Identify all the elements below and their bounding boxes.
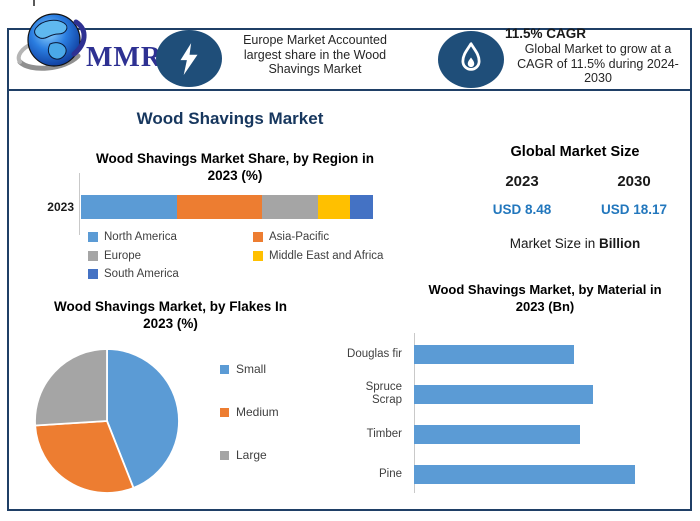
material-bar-track	[414, 344, 690, 364]
pie-legend-item-small: Small	[220, 362, 266, 376]
material-bar-chart: Douglas fir Spruce Scrap Timber Pine	[340, 334, 692, 494]
material-row: Douglas fir	[340, 334, 692, 374]
legend-marker	[88, 269, 98, 279]
mmr-logo: MMR	[12, 10, 162, 74]
globe-logo-icon	[16, 13, 87, 71]
banner-text: Europe Market Accounted largest share in…	[224, 33, 406, 77]
region-bar-segment	[349, 195, 373, 219]
region-bar-segment	[177, 195, 263, 219]
page-title: Wood Shavings Market	[136, 109, 324, 128]
legend-marker	[220, 364, 229, 374]
material-bar	[414, 384, 594, 404]
legend-marker	[88, 232, 98, 242]
crop-tick-mark	[33, 0, 35, 6]
material-category-label: Pine	[378, 467, 402, 480]
material-row: Spruce Scrap	[340, 374, 692, 414]
legend-item-north-america: North America	[88, 231, 177, 243]
material-chart-title: Wood Shavings Market, by Material in 202…	[428, 282, 662, 314]
banner-line: Shavings Market	[268, 62, 362, 76]
header-divider-line	[8, 89, 691, 91]
market-size-note: Market Size in Billion	[509, 236, 641, 251]
material-chart-axis	[414, 333, 415, 493]
market-size-unit: Billion	[599, 236, 641, 251]
legend-label: Middle East and Africa	[269, 250, 384, 262]
legend-label: Asia-Pacific	[269, 231, 330, 243]
flame-icon	[438, 31, 504, 88]
legend-label: Large	[236, 448, 267, 462]
legend-label: South America	[104, 268, 179, 280]
material-bar-track	[414, 464, 690, 484]
lightning-icon	[156, 30, 222, 87]
region-chart-title: Wood Shavings Market Share, by Region in…	[95, 151, 375, 183]
region-bar-segment	[317, 195, 350, 219]
material-bar-track	[414, 384, 690, 404]
cagr-line: 2030	[584, 71, 612, 85]
pie-slice-large	[34, 348, 108, 427]
outer-border	[7, 28, 692, 511]
legend-item-south-america: South America	[88, 268, 179, 280]
market-size-value-2023: USD 8.48	[492, 202, 552, 217]
material-bar	[414, 464, 635, 484]
material-bar	[414, 424, 580, 444]
legend-item-middle-east-africa: Middle East and Africa	[253, 250, 383, 262]
cagr-title: 11.5% CAGR	[505, 26, 587, 41]
legend-label: Medium	[236, 405, 279, 419]
banner-line: largest share in the Wood	[243, 47, 387, 62]
banner-line: Europe Market Accounted	[243, 33, 387, 47]
region-bar-segment	[262, 195, 318, 219]
pie-slice-medium	[34, 420, 135, 494]
pie-legend-item-large: Large	[220, 448, 267, 462]
legend-marker	[253, 232, 263, 242]
legend-label: Small	[236, 362, 267, 376]
legend-marker	[253, 251, 263, 261]
pie-chart-title: Wood Shavings Market, by Flakes In 2023 …	[53, 299, 288, 331]
material-category-label: Spruce Scrap	[365, 381, 402, 406]
cagr-block: 11.5% CAGR Global Market to grow at a CA…	[505, 26, 691, 86]
region-stacked-bar	[81, 195, 373, 219]
market-size-year-2030: 2030	[617, 173, 651, 190]
legend-label: North America	[104, 231, 177, 243]
pie-legend-item-medium: Medium	[220, 405, 279, 419]
region-bar-segment	[81, 195, 178, 219]
material-bar-track	[414, 424, 690, 444]
material-bar	[414, 344, 575, 364]
material-row: Pine	[340, 454, 692, 494]
cagr-line: Global Market to grow at a	[524, 42, 672, 56]
legend-item-asia-pacific: Asia-Pacific	[253, 231, 329, 243]
logo-text: MMR	[86, 42, 163, 73]
region-chart-category-label: 2023	[47, 200, 74, 214]
pie-slice-small	[106, 348, 180, 489]
legend-marker	[88, 251, 98, 261]
legend-marker	[220, 407, 229, 417]
market-size-year-2023: 2023	[505, 173, 539, 190]
global-market-size-heading: Global Market Size	[510, 144, 640, 160]
legend-item-europe: Europe	[88, 250, 141, 262]
material-row: Timber	[340, 414, 692, 454]
legend-marker	[220, 450, 229, 460]
material-category-label: Douglas fir	[347, 347, 402, 360]
flakes-pie-chart	[34, 348, 180, 494]
cagr-body: Global Market to grow at a CAGR of 11.5%…	[505, 42, 691, 86]
region-chart-axis	[79, 173, 80, 235]
legend-label: Europe	[104, 250, 142, 262]
material-category-label: Timber	[366, 427, 402, 440]
cagr-line: CAGR of 11.5% during 2024-	[517, 56, 679, 71]
market-size-value-2030: USD 18.17	[600, 202, 668, 217]
